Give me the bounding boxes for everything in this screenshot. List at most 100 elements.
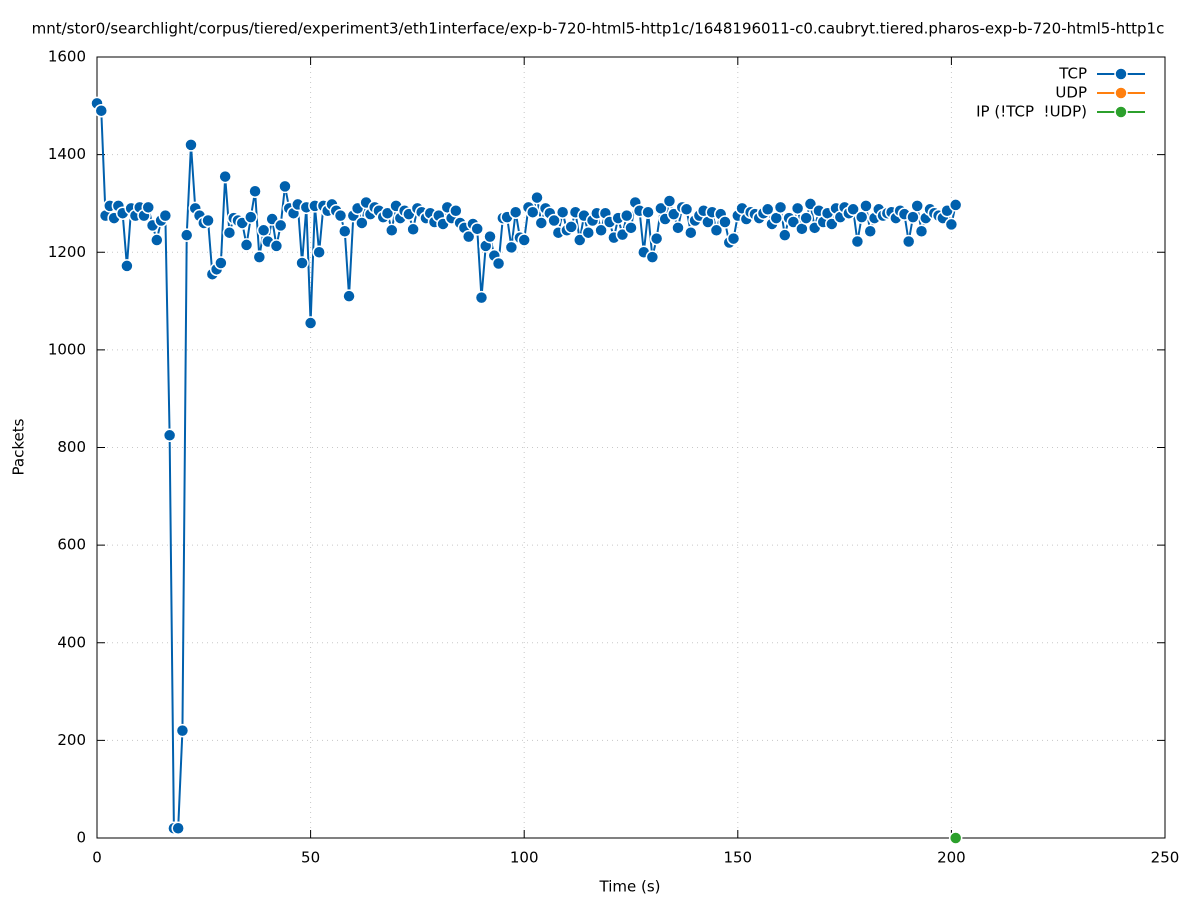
legend-label: TCP	[1058, 65, 1087, 83]
data-point	[312, 245, 326, 259]
data-point	[269, 239, 284, 253]
data-point	[380, 206, 395, 220]
data-point	[470, 222, 484, 236]
legend-label: IP (!TCP !UDP)	[976, 103, 1087, 121]
y-tick-label: 200	[57, 731, 86, 749]
data-point	[342, 289, 356, 303]
data-point	[594, 223, 608, 238]
data-point	[709, 223, 724, 238]
data-point	[184, 138, 198, 152]
y-tick-label: 1600	[48, 48, 86, 66]
data-point	[508, 205, 523, 219]
data-point	[248, 184, 262, 198]
data-point	[491, 256, 506, 271]
y-axis-label: Packets	[10, 418, 28, 475]
data-point	[778, 228, 792, 242]
data-point	[581, 225, 596, 240]
data-point	[175, 723, 190, 738]
data-point	[252, 250, 267, 264]
data-point	[906, 210, 920, 224]
data-point	[854, 210, 869, 224]
data-point	[355, 216, 369, 230]
data-point	[555, 205, 570, 219]
data-point	[726, 231, 741, 246]
data-point	[214, 256, 228, 270]
data-point	[171, 821, 185, 835]
data-point	[901, 234, 916, 249]
data-point	[564, 220, 578, 234]
data-point	[799, 211, 813, 225]
data-point	[295, 256, 309, 270]
y-tick-label: 1400	[48, 145, 86, 163]
legend-marker	[1114, 105, 1128, 119]
data-point	[449, 204, 463, 218]
data-point	[948, 198, 963, 212]
x-tick-label: 50	[301, 849, 320, 867]
data-point	[406, 222, 420, 237]
data-point	[278, 179, 292, 194]
y-tick-label: 0	[76, 829, 86, 847]
data-point	[244, 210, 258, 224]
data-point	[679, 202, 694, 217]
legend-marker	[1114, 67, 1128, 81]
data-point	[760, 202, 775, 217]
data-point	[201, 213, 215, 228]
data-point	[914, 224, 929, 239]
data-point	[483, 229, 497, 244]
data-point	[910, 199, 924, 213]
legend-label: UDP	[1055, 84, 1087, 102]
data-point	[671, 221, 685, 235]
x-tick-label: 250	[1151, 849, 1180, 867]
x-axis-label: Time (s)	[599, 878, 661, 896]
data-point	[333, 208, 348, 223]
data-point	[547, 213, 561, 228]
x-tick-label: 200	[937, 849, 966, 867]
plot-border	[96, 56, 1166, 839]
data-point	[944, 217, 959, 232]
legend-marker	[1114, 86, 1128, 100]
data-point	[863, 224, 877, 239]
data-point	[474, 290, 489, 305]
data-point	[624, 221, 638, 235]
data-point	[303, 316, 318, 330]
data-point	[385, 223, 399, 238]
data-point	[222, 225, 237, 240]
data-point	[461, 229, 476, 244]
data-point	[150, 233, 164, 247]
data-point	[534, 216, 549, 230]
data-point	[94, 103, 109, 118]
data-point	[859, 199, 873, 213]
y-tick-label: 800	[57, 438, 86, 456]
y-tick-label: 1000	[48, 340, 86, 358]
data-point	[158, 208, 173, 223]
data-point	[162, 428, 177, 443]
data-point	[273, 218, 288, 233]
x-tick-label: 100	[510, 849, 539, 867]
data-point	[641, 205, 655, 219]
data-point	[790, 201, 805, 216]
data-point	[218, 169, 232, 184]
data-point	[718, 215, 732, 229]
data-point	[662, 194, 677, 208]
data-point	[517, 233, 531, 247]
y-tick-label: 600	[57, 536, 86, 554]
data-point	[141, 200, 156, 215]
data-point	[239, 238, 254, 252]
y-tick-label: 400	[57, 633, 86, 651]
x-tick-label: 0	[92, 849, 102, 867]
data-point	[572, 233, 587, 247]
data-point	[645, 250, 660, 264]
data-point	[850, 234, 865, 249]
data-point	[948, 831, 963, 845]
y-tick-label: 1200	[48, 243, 86, 261]
data-point	[525, 205, 540, 219]
data-point	[649, 231, 664, 246]
data-point	[256, 223, 271, 238]
data-point	[619, 208, 634, 223]
data-point	[179, 228, 194, 242]
data-point	[773, 200, 788, 215]
data-point	[530, 190, 544, 205]
chart-title: mnt/stor0/searchlight/corpus/tiered/expe…	[32, 20, 1165, 38]
